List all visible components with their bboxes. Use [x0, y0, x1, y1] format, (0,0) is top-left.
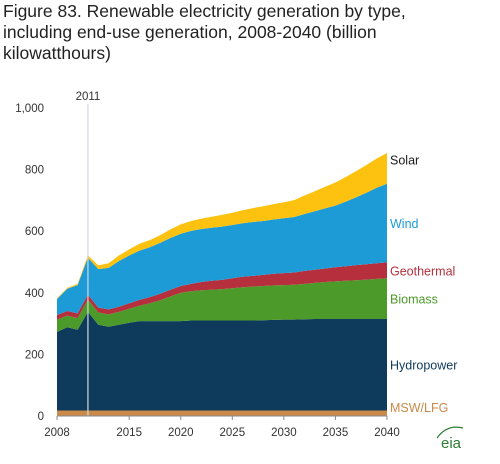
- annotation-label: 2011: [76, 91, 101, 103]
- y-tick-label: 0: [38, 411, 44, 423]
- y-tick-label: 400: [25, 288, 44, 300]
- chart-title-line-2: including end-use generation, 2008-2040 …: [3, 22, 377, 42]
- series-label-solar: Solar: [390, 153, 419, 167]
- y-tick-label: 200: [25, 349, 44, 361]
- series-labels: MSW/LFG Hydropower Biomass Geothermal Wind So…: [390, 153, 457, 415]
- eia-logo-arc: [436, 426, 464, 439]
- area-geothermal: [57, 262, 387, 320]
- y-tick-label: 1,000: [15, 103, 44, 115]
- series-label-geothermal: Geothermal: [390, 264, 455, 278]
- series-label-hydropower: Hydropower: [390, 359, 457, 373]
- area-hydropower: [57, 311, 387, 411]
- x-tick-label: 2025: [220, 427, 246, 439]
- x-tick-label: 2008: [44, 427, 70, 439]
- x-tick-label: 2015: [116, 427, 142, 439]
- area-solar: [57, 153, 387, 299]
- series-label-wind: Wind: [390, 217, 419, 231]
- chart-axes: 0 200 400 600 800 1,000 2008 2015 2020 2025 2030 20…: [15, 103, 400, 439]
- y-tick-label: 600: [25, 226, 44, 238]
- chart-title-line-1: Figure 83. Renewable electricity generat…: [3, 1, 406, 21]
- series-label-biomass: Biomass: [390, 293, 438, 307]
- chart-title: Figure 83. Renewable electricity generat…: [3, 1, 497, 64]
- chart-title-line-3: kilowatthours): [3, 43, 111, 63]
- area-wind: [57, 183, 387, 315]
- x-tick-label: 2020: [168, 427, 194, 439]
- eia-logo: eia: [436, 426, 464, 452]
- year-annotation: 2011: [76, 91, 101, 416]
- eia-logo-text: eia: [441, 435, 462, 452]
- x-tick-label: 2035: [323, 427, 349, 439]
- x-tick-label: 2030: [271, 427, 297, 439]
- area-biomass: [57, 278, 387, 332]
- series-areas: [57, 153, 387, 416]
- area-msw-lfg: [57, 410, 387, 416]
- y-tick-label: 800: [25, 165, 44, 177]
- series-label-msw-lfg: MSW/LFG: [390, 401, 448, 415]
- x-tick-label: 2040: [374, 427, 400, 439]
